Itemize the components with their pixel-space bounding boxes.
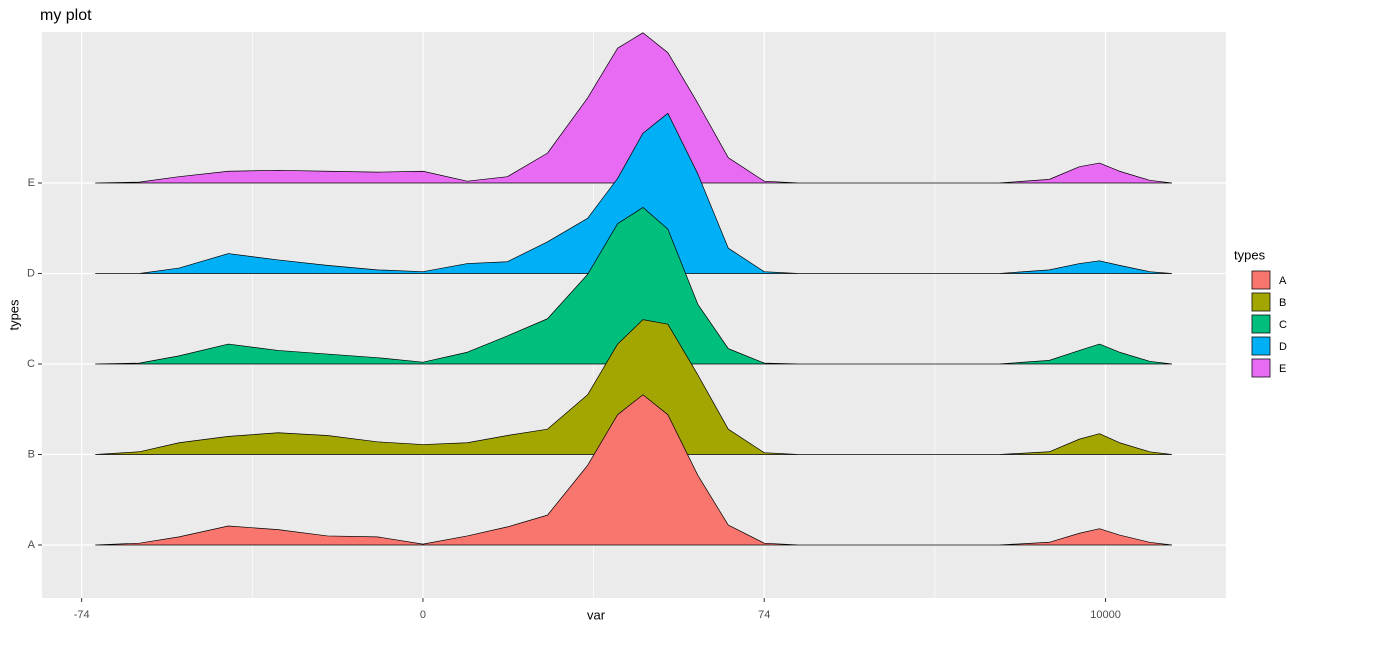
legend-key	[1251, 270, 1271, 290]
y-tick-label: D	[27, 267, 35, 279]
legend-label: E	[1279, 363, 1286, 375]
x-tick-label: -74	[74, 609, 90, 621]
ridge-area	[95, 207, 1173, 365]
chart-title: my plot	[40, 7, 92, 24]
legend-label: A	[1279, 275, 1287, 287]
ridge-area	[95, 112, 1173, 274]
ridge-area	[95, 32, 1173, 184]
legend-label: B	[1279, 297, 1286, 309]
ridge-area	[95, 394, 1173, 546]
y-tick-label: B	[28, 448, 35, 460]
legend-key	[1251, 292, 1271, 312]
y-tick-label: A	[28, 539, 36, 551]
x-axis-title: var	[587, 607, 606, 622]
y-axis-title: types	[6, 299, 21, 331]
x-tick-label: 0	[420, 609, 426, 621]
legend-key	[1251, 358, 1271, 378]
y-tick-label: C	[27, 358, 35, 370]
legend-key	[1251, 336, 1271, 356]
legend-label: D	[1279, 341, 1287, 353]
ridge-area	[95, 319, 1173, 455]
x-tick-label: 10000	[1090, 609, 1121, 621]
legend-label: C	[1279, 319, 1287, 331]
x-tick-label: 74	[758, 609, 770, 621]
y-tick-label: E	[28, 177, 35, 189]
legend-title: types	[1234, 247, 1266, 262]
legend-key	[1251, 314, 1271, 334]
